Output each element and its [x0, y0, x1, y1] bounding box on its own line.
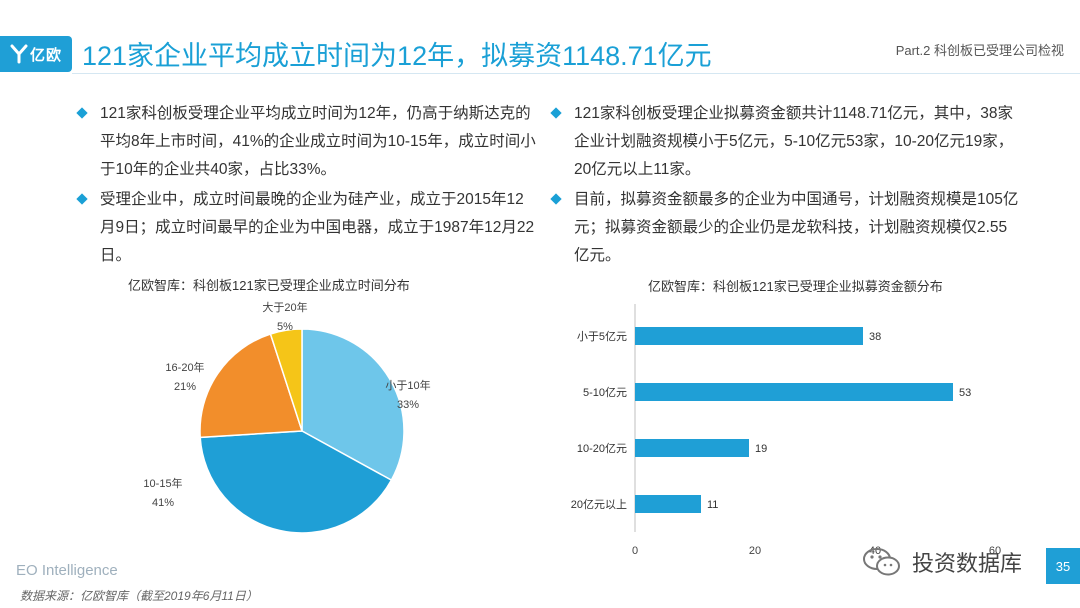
logo-text: 亿欧: [29, 46, 62, 64]
bullet-item: 目前，拟募资金额最多的企业为中国通号，计划融资规模是105亿元；拟募资金额最少的…: [550, 186, 1020, 270]
bar-category-label: 20亿元以上: [571, 498, 627, 511]
logo: 亿欧: [0, 36, 72, 72]
bar-chart: 小于5亿元 38 5-10亿元 53 10-20亿元 19 20亿元以上 11 0 20 40 60: [571, 304, 1001, 557]
logo-mark-icon: [10, 44, 28, 64]
pie-slice: [269, 328, 303, 432]
bullet-text: 目前，拟募资金额最多的企业为中国通号，计划融资规模是105亿元；拟募资金额最少的…: [574, 191, 1019, 264]
diamond-bullet-icon: [76, 193, 88, 205]
wechat-icon: [863, 548, 900, 576]
x-tick-label: 40: [869, 545, 881, 557]
bar: [635, 439, 749, 457]
bar: [635, 495, 701, 513]
bar: [635, 383, 953, 401]
bullet-text: 受理企业中，成立时间最晚的企业为硅产业，成立于2015年12月9日；成立时间最早…: [100, 191, 535, 264]
pie-slice-value: 21%: [174, 381, 196, 393]
watermark: 投资数据库: [862, 546, 1022, 578]
diamond-bullet-icon: [76, 107, 88, 119]
section-label: Part.2 科创板已受理公司检视: [895, 43, 1064, 58]
data-source-note: 数据来源：亿欧智库（截至2019年6月11日）: [20, 589, 258, 603]
bullet-item: 121家科创板受理企业平均成立时间为12年，仍高于纳斯达克的平均8年上市时间，4…: [76, 100, 536, 184]
pie-slice-value: 41%: [152, 497, 174, 509]
bar-value-label: 53: [959, 387, 971, 399]
bar-value-label: 11: [707, 499, 718, 511]
header-divider: [72, 73, 1080, 74]
pie-slice-label: 10-15年: [143, 476, 182, 490]
pie-slice-label: 16-20年: [165, 360, 204, 374]
pie-slice: [199, 430, 393, 534]
brand-footer: EO Intelligence: [16, 562, 118, 579]
diamond-bullet-icon: [550, 107, 562, 119]
watermark-text: 投资数据库: [912, 551, 1023, 576]
pie-slice-label: 小于10年: [385, 378, 430, 392]
bar-category-label: 小于5亿元: [577, 330, 627, 343]
x-tick-label: 0: [632, 545, 638, 557]
page-number: 35: [1046, 548, 1080, 584]
pie-slice-value: 33%: [397, 399, 419, 411]
pie-chart-title: 亿欧智库：科创板121家已受理企业成立时间分布: [128, 278, 410, 293]
bar-category-label: 5-10亿元: [583, 386, 627, 399]
bar-value-label: 19: [755, 443, 767, 455]
pie-slice-label: 大于20年: [262, 300, 307, 314]
pie-slice: [199, 333, 304, 439]
left-bullet-list: 121家科创板受理企业平均成立时间为12年，仍高于纳斯达克的平均8年上市时间，4…: [76, 100, 536, 272]
x-tick-label: 60: [989, 545, 1001, 557]
page-title: 121家企业平均成立时间为12年，拟募资1148.71亿元: [82, 41, 712, 71]
x-tick-label: 20: [749, 545, 761, 557]
bar-category-label: 10-20亿元: [577, 442, 627, 455]
bullet-text: 121家科创板受理企业拟募资金额共计1148.71亿元，其中，38家企业计划融资…: [574, 105, 1014, 178]
right-bullet-list: 121家科创板受理企业拟募资金额共计1148.71亿元，其中，38家企业计划融资…: [550, 100, 1020, 272]
pie-chart: 小于10年 33% 10-15年 41% 16-20年 21% 大于20年 5%: [143, 300, 431, 534]
bar-chart-title: 亿欧智库：科创板121家已受理企业拟募资金额分布: [648, 279, 943, 294]
pie-slice: [301, 328, 405, 482]
bullet-item: 121家科创板受理企业拟募资金额共计1148.71亿元，其中，38家企业计划融资…: [550, 100, 1020, 184]
diamond-bullet-icon: [550, 193, 562, 205]
bullet-item: 受理企业中，成立时间最晚的企业为硅产业，成立于2015年12月9日；成立时间最早…: [76, 186, 536, 270]
bar-value-label: 38: [869, 331, 881, 343]
bar: [635, 327, 863, 345]
bullet-text: 121家科创板受理企业平均成立时间为12年，仍高于纳斯达克的平均8年上市时间，4…: [100, 105, 536, 178]
pie-slice-value: 5%: [277, 321, 293, 333]
